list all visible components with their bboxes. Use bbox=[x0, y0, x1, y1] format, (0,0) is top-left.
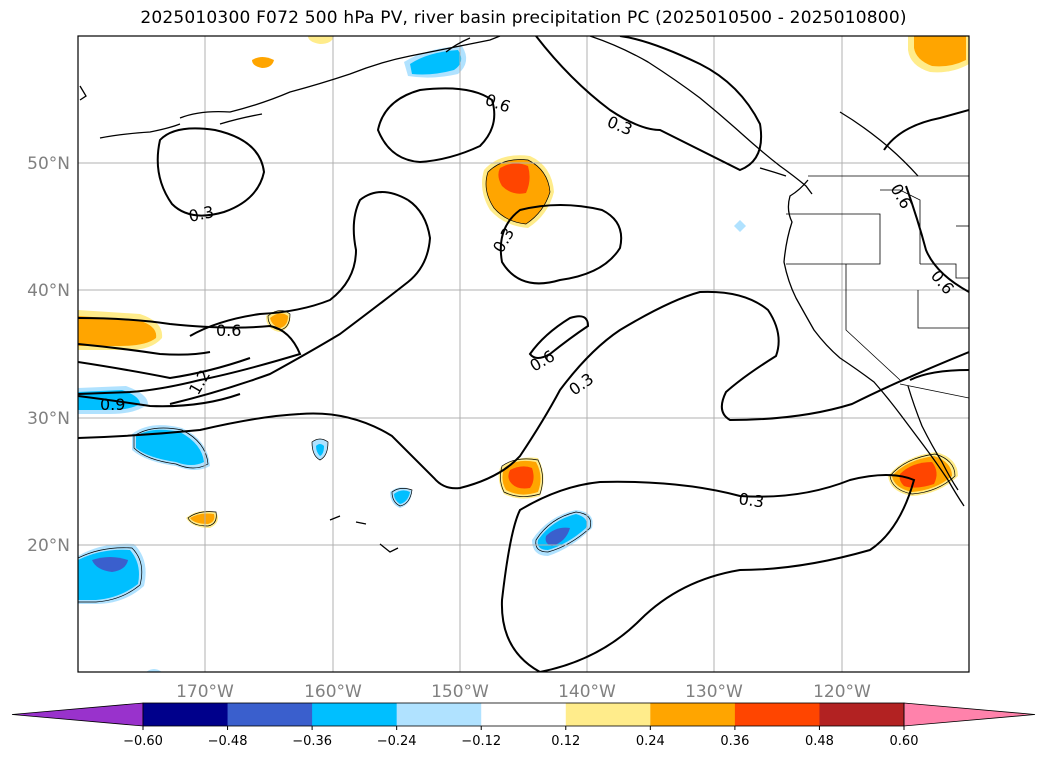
colorbar-frame bbox=[142, 702, 905, 727]
colorbar-segment bbox=[565, 703, 651, 726]
graticule bbox=[78, 36, 969, 672]
colorbar-segment bbox=[819, 703, 905, 726]
colorbar-tick-label: −0.12 bbox=[461, 734, 501, 749]
colorbar-segment bbox=[312, 703, 398, 726]
map-frame bbox=[77, 35, 970, 673]
lat-label: 50°N bbox=[27, 154, 70, 174]
lon-label: 170°W bbox=[176, 682, 234, 702]
colorbar-extend-max bbox=[903, 702, 1036, 727]
colorbar-tick-label: 0.60 bbox=[890, 734, 919, 749]
colorbar-tick-label: 0.48 bbox=[805, 734, 834, 749]
pv-contours bbox=[78, 36, 969, 672]
lat-label: 20°N bbox=[27, 536, 70, 556]
colorbar-tick-label: 0.12 bbox=[551, 734, 580, 749]
colorbar-segment bbox=[227, 703, 313, 726]
lon-label: 120°W bbox=[813, 682, 871, 702]
contour-label: 0.9 bbox=[100, 395, 125, 414]
colorbar-segment bbox=[143, 703, 229, 726]
colorbar bbox=[11, 702, 1036, 727]
lon-label: 150°W bbox=[431, 682, 489, 702]
colorbar-labels: −0.60 −0.48 −0.36 −0.24 −0.12 0.12 0.24 0.36 0.4… bbox=[123, 726, 918, 749]
lon-label: 160°W bbox=[304, 682, 362, 702]
coastlines bbox=[79, 36, 965, 553]
contour-label: 0.6 bbox=[216, 321, 241, 340]
colorbar-tick-label: 0.36 bbox=[720, 734, 749, 749]
colorbar-segment bbox=[650, 703, 736, 726]
colorbar-tick-label: −0.36 bbox=[292, 734, 332, 749]
shading-outlines bbox=[78, 159, 956, 603]
colorbar-segment bbox=[734, 703, 820, 726]
lat-labels: 50°N 40°N 30°N 20°N bbox=[27, 154, 70, 556]
contour-label: 0.3 bbox=[737, 489, 765, 511]
colorbar-tick-label: −0.60 bbox=[123, 734, 163, 749]
colorbar-extend-min bbox=[11, 702, 144, 727]
lon-labels: 170°W 160°W 150°W 140°W 130°W 120°W bbox=[176, 682, 871, 702]
colorbar-segment bbox=[481, 703, 567, 726]
colorbar-tick-label: −0.48 bbox=[208, 734, 248, 749]
map-title: 2025010300 F072 500 hPa PV, river basin … bbox=[140, 8, 907, 28]
colorbar-segment bbox=[396, 703, 482, 726]
map-area bbox=[78, 36, 969, 672]
lon-label: 140°W bbox=[558, 682, 616, 702]
contour-label: 0.3 bbox=[187, 202, 216, 226]
lat-label: 40°N bbox=[27, 281, 70, 301]
colorbar-tick-label: 0.24 bbox=[636, 734, 665, 749]
lat-label: 30°N bbox=[27, 409, 70, 429]
lon-label: 130°W bbox=[685, 682, 743, 702]
colorbar-tick-label: −0.24 bbox=[377, 734, 417, 749]
